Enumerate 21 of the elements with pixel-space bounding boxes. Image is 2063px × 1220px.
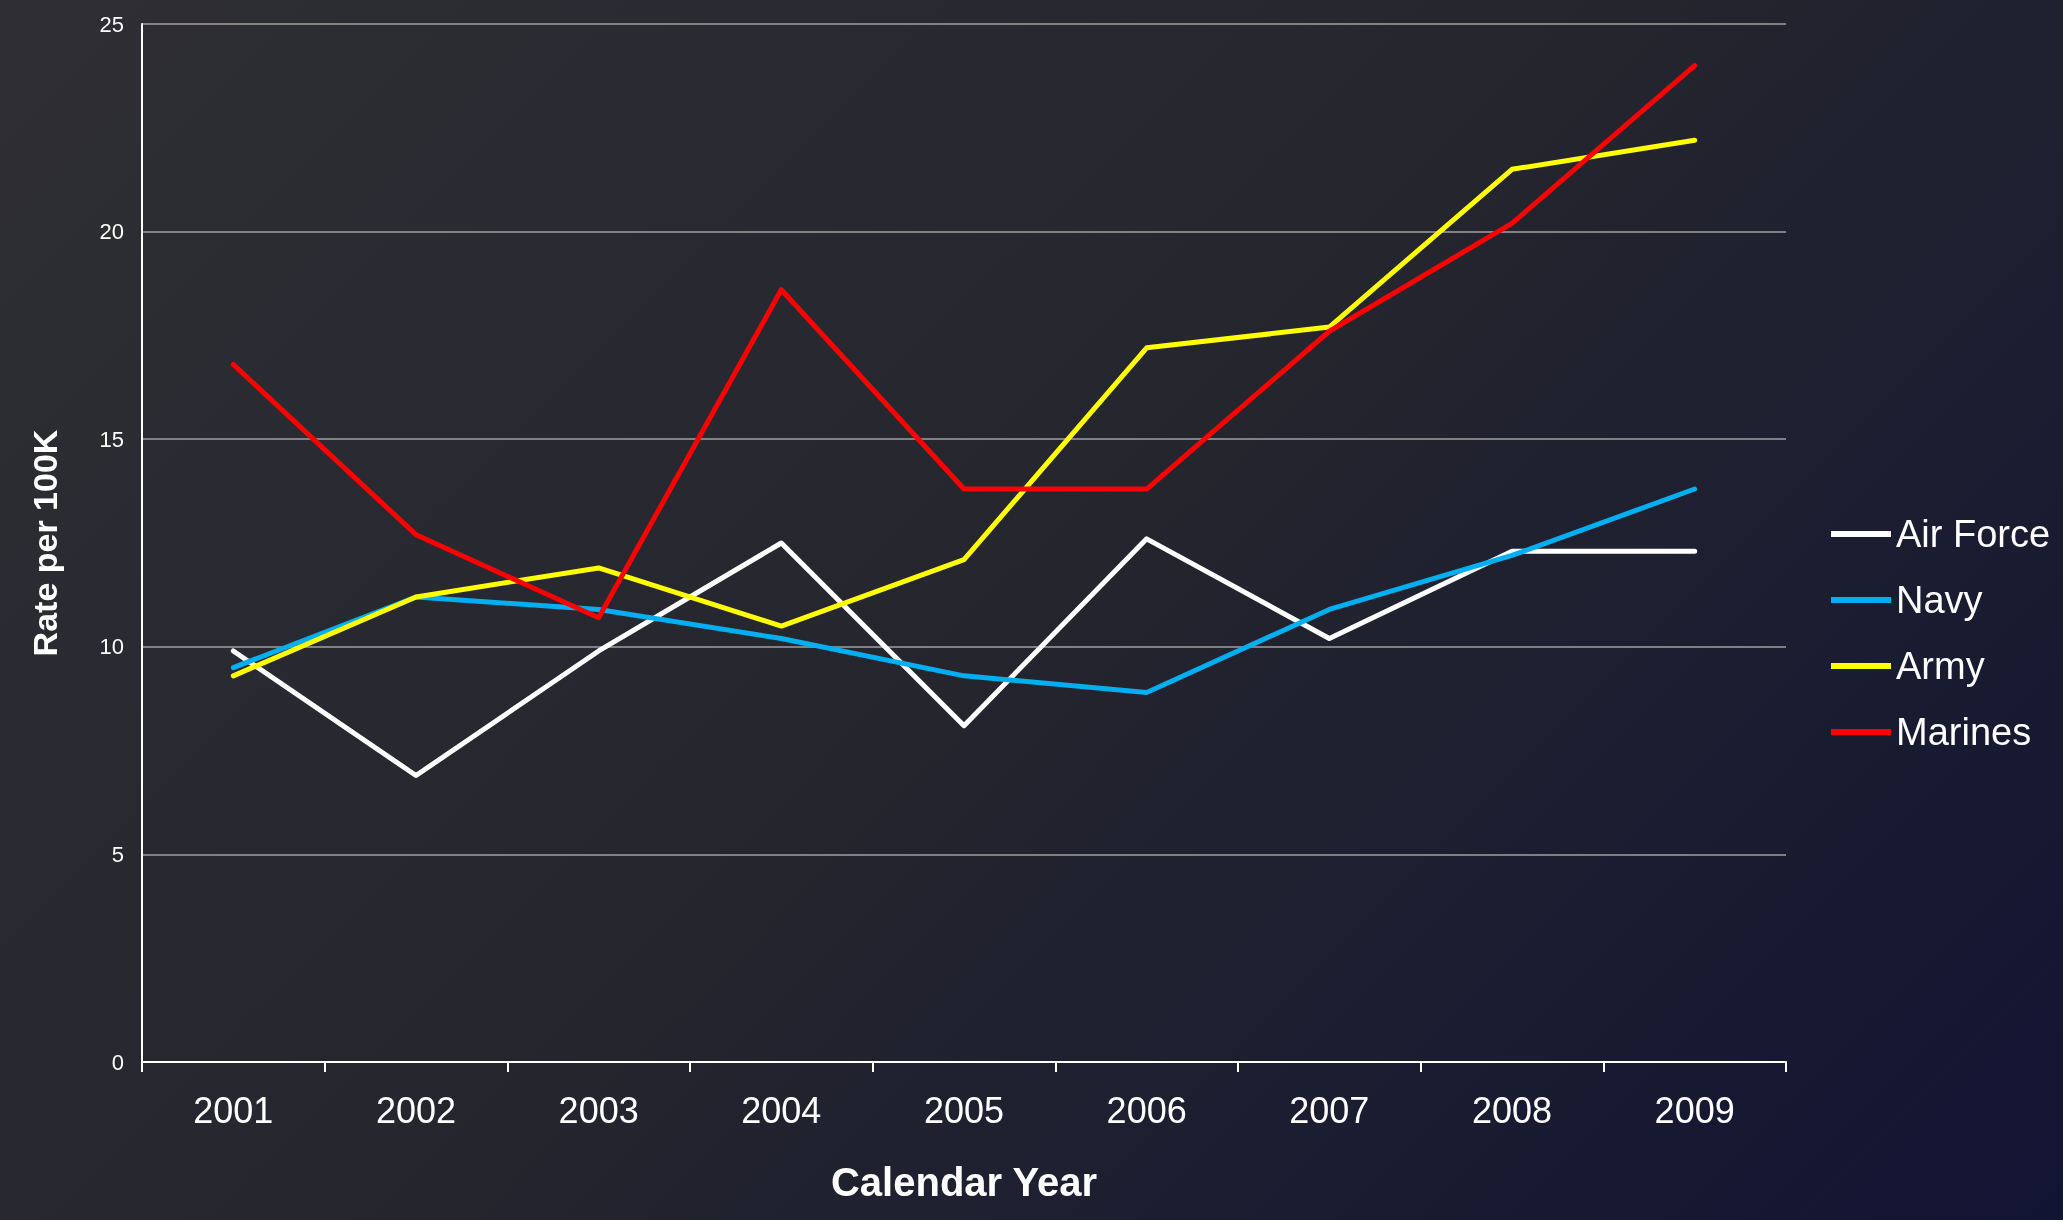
y-tick-label: 25	[99, 11, 124, 37]
legend-label: Marines	[1896, 711, 2032, 753]
x-tick-label: 2004	[741, 1089, 822, 1131]
x-tick-label: 2003	[558, 1089, 639, 1131]
y-tick-label: 15	[99, 426, 124, 452]
x-tick-label: 2006	[1106, 1089, 1187, 1131]
x-tick-label: 2005	[923, 1089, 1005, 1131]
legend-label: Air Force	[1896, 513, 2051, 555]
legend-label: Navy	[1896, 579, 1983, 621]
y-axis-title: Rate per 100K	[26, 429, 64, 657]
y-tick-label: 0	[111, 1049, 124, 1075]
y-tick-label: 20	[99, 219, 124, 245]
x-tick-label: 2007	[1289, 1089, 1370, 1131]
x-tick-label: 2009	[1654, 1089, 1735, 1131]
x-tick-label: 2008	[1471, 1089, 1553, 1131]
y-tick-label: 10	[99, 634, 124, 660]
legend-label: Army	[1896, 645, 1985, 687]
x-tick-label: 2002	[375, 1089, 457, 1131]
x-axis-title: Calendar Year	[830, 1160, 1098, 1204]
y-tick-label: 5	[111, 841, 124, 867]
x-tick-label: 2001	[193, 1089, 274, 1131]
